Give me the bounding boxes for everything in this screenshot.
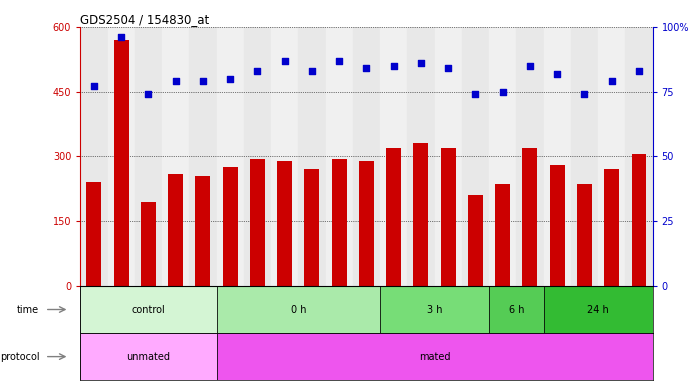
Bar	[380, 27, 408, 286]
Point	[361, 65, 372, 71]
Bar	[435, 27, 462, 286]
Bar	[80, 27, 107, 286]
Bar	[571, 27, 598, 286]
Bar	[386, 148, 401, 286]
Bar	[489, 286, 544, 333]
Bar	[298, 27, 325, 286]
Point	[279, 58, 290, 64]
Bar	[440, 148, 456, 286]
Point	[116, 34, 127, 40]
Bar	[598, 27, 625, 286]
Text: protocol: protocol	[0, 352, 39, 362]
Bar	[189, 27, 216, 286]
Point	[606, 78, 617, 84]
Bar	[244, 27, 271, 286]
Text: mated: mated	[419, 352, 450, 362]
Bar	[632, 154, 646, 286]
Text: 24 h: 24 h	[587, 305, 609, 314]
Bar	[332, 159, 347, 286]
Bar	[359, 161, 374, 286]
Point	[89, 83, 100, 89]
Bar	[250, 159, 265, 286]
Point	[225, 76, 236, 82]
Bar	[325, 27, 352, 286]
Bar	[162, 27, 189, 286]
Bar	[304, 169, 320, 286]
Bar	[625, 27, 653, 286]
Bar	[277, 161, 292, 286]
Bar	[114, 40, 128, 286]
Point	[306, 68, 318, 74]
Point	[334, 58, 345, 64]
Bar	[523, 148, 537, 286]
Point	[170, 78, 181, 84]
Bar	[468, 195, 483, 286]
Bar	[80, 286, 216, 333]
Point	[551, 70, 563, 76]
Point	[143, 91, 154, 97]
Bar	[577, 184, 592, 286]
Bar	[271, 27, 298, 286]
Point	[443, 65, 454, 71]
Bar	[413, 144, 429, 286]
Bar	[380, 286, 489, 333]
Text: unmated: unmated	[126, 352, 170, 362]
Bar	[408, 27, 435, 286]
Point	[633, 68, 644, 74]
Point	[524, 63, 535, 69]
Point	[470, 91, 481, 97]
Bar	[352, 27, 380, 286]
Bar	[544, 286, 653, 333]
Bar	[168, 174, 183, 286]
Bar	[517, 27, 544, 286]
Bar	[223, 167, 237, 286]
Bar	[604, 169, 619, 286]
Bar	[107, 27, 135, 286]
Bar	[135, 27, 162, 286]
Point	[388, 63, 399, 69]
Bar	[489, 27, 517, 286]
Point	[415, 60, 426, 66]
Bar	[141, 202, 156, 286]
Text: GDS2504 / 154830_at: GDS2504 / 154830_at	[80, 13, 209, 26]
Bar	[216, 27, 244, 286]
Text: 0 h: 0 h	[290, 305, 306, 314]
Bar	[195, 176, 210, 286]
Point	[497, 89, 508, 95]
Text: 3 h: 3 h	[427, 305, 443, 314]
Point	[198, 78, 209, 84]
Text: 6 h: 6 h	[509, 305, 524, 314]
Bar	[87, 182, 101, 286]
Bar	[216, 333, 653, 380]
Bar	[80, 333, 216, 380]
Point	[252, 68, 263, 74]
Text: time: time	[17, 305, 39, 314]
Bar	[550, 165, 565, 286]
Bar	[544, 27, 571, 286]
Bar	[496, 184, 510, 286]
Text: control: control	[131, 305, 165, 314]
Bar	[216, 286, 380, 333]
Bar	[462, 27, 489, 286]
Point	[579, 91, 590, 97]
